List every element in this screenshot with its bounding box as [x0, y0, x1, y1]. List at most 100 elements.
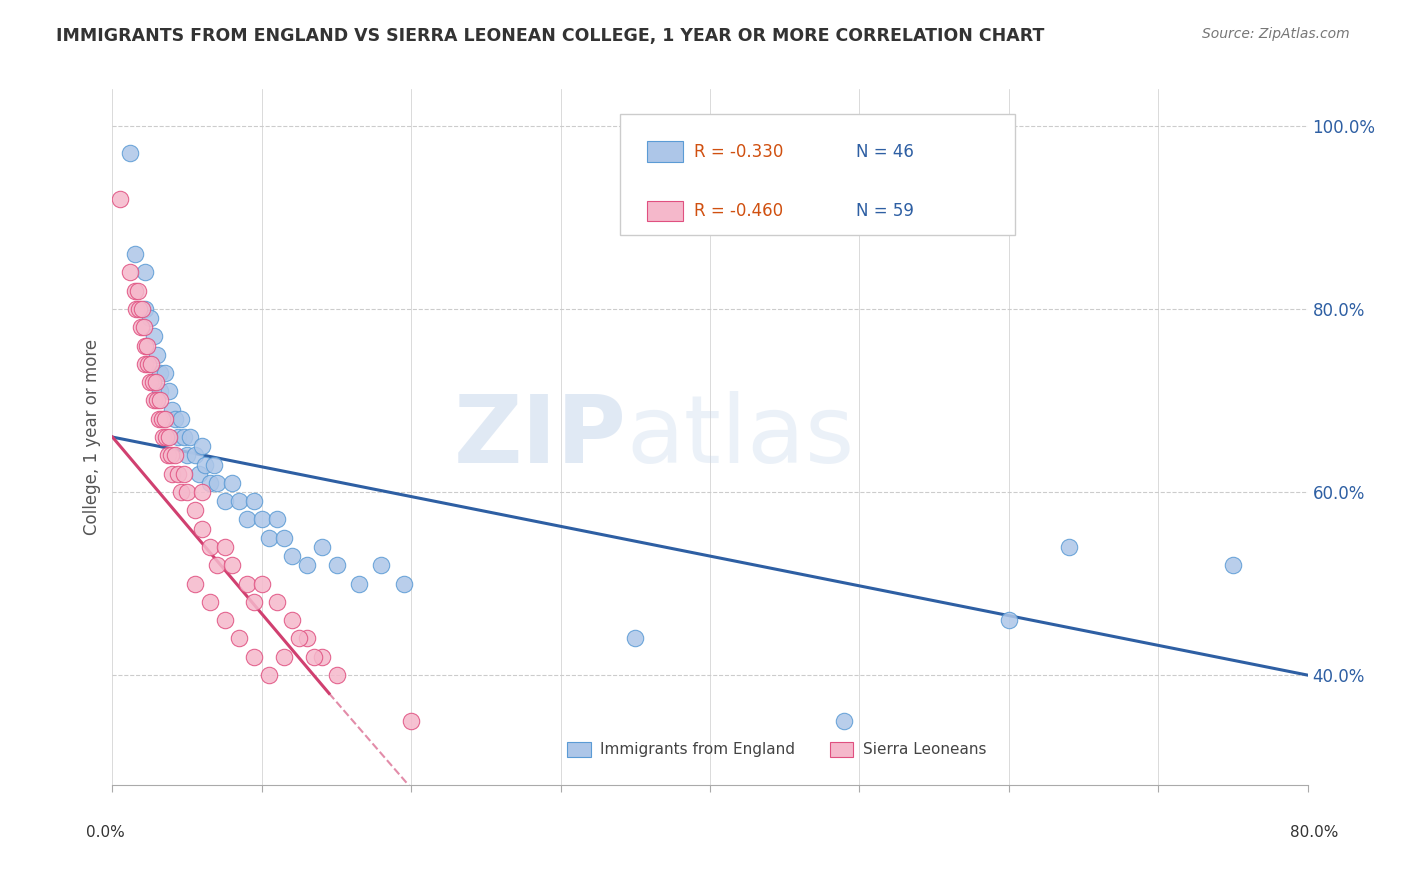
FancyBboxPatch shape	[647, 201, 682, 221]
Point	[281, 549, 304, 563]
FancyBboxPatch shape	[830, 742, 853, 757]
Point	[143, 329, 166, 343]
Point	[188, 467, 211, 481]
Point	[401, 714, 423, 728]
Point	[149, 393, 172, 408]
Text: N = 46: N = 46	[856, 143, 914, 161]
Point	[392, 576, 415, 591]
Point	[191, 439, 214, 453]
Point	[145, 375, 167, 389]
Point	[152, 430, 174, 444]
Point	[214, 540, 236, 554]
Point	[142, 375, 165, 389]
Point	[108, 192, 131, 206]
Point	[198, 595, 221, 609]
Point	[165, 449, 187, 463]
FancyBboxPatch shape	[567, 742, 591, 757]
Point	[198, 475, 221, 490]
Point	[183, 449, 205, 463]
Text: atlas: atlas	[627, 391, 855, 483]
Point	[179, 430, 201, 444]
Point	[138, 357, 160, 371]
Point	[228, 494, 250, 508]
Point	[266, 512, 288, 526]
Point	[167, 430, 190, 444]
Point	[281, 613, 304, 627]
Point	[165, 411, 187, 425]
Point	[131, 301, 153, 316]
Point	[370, 558, 392, 573]
Point	[134, 338, 156, 352]
Point	[124, 284, 146, 298]
Point	[198, 540, 221, 554]
Point	[998, 613, 1021, 627]
Point	[148, 411, 170, 425]
Point	[325, 558, 347, 573]
Point	[124, 247, 146, 261]
FancyBboxPatch shape	[620, 113, 1015, 235]
Point	[149, 366, 172, 380]
Point	[191, 485, 214, 500]
Point	[155, 430, 177, 444]
Point	[325, 668, 347, 682]
Point	[205, 558, 228, 573]
Text: Immigrants from England: Immigrants from England	[600, 742, 794, 757]
Point	[288, 632, 311, 646]
Point	[132, 320, 155, 334]
Point	[176, 485, 198, 500]
Point	[146, 348, 169, 362]
Point	[135, 338, 157, 352]
Point	[139, 311, 162, 326]
Text: R = -0.460: R = -0.460	[695, 202, 783, 220]
Point	[157, 384, 180, 399]
Point	[302, 649, 325, 664]
Point	[250, 576, 273, 591]
Point	[273, 649, 295, 664]
Point	[128, 301, 150, 316]
Point	[150, 411, 173, 425]
Point	[170, 411, 193, 425]
Point	[162, 402, 183, 417]
Point	[259, 531, 281, 545]
Text: 0.0%: 0.0%	[86, 825, 125, 840]
Point	[146, 393, 169, 408]
Text: ZIP: ZIP	[454, 391, 627, 483]
Point	[159, 449, 181, 463]
Point	[176, 449, 198, 463]
Point	[236, 512, 259, 526]
Point	[183, 503, 205, 517]
Point	[266, 595, 288, 609]
Point	[173, 430, 195, 444]
Point	[202, 458, 225, 472]
Point	[156, 449, 179, 463]
Point	[191, 522, 214, 536]
Y-axis label: College, 1 year or more: College, 1 year or more	[83, 339, 101, 535]
Point	[221, 475, 243, 490]
Point	[228, 632, 250, 646]
Point	[162, 467, 183, 481]
Point	[259, 668, 281, 682]
Point	[134, 301, 156, 316]
Point	[205, 475, 228, 490]
Point	[311, 649, 333, 664]
Point	[129, 320, 152, 334]
Point	[243, 595, 266, 609]
Point	[295, 558, 318, 573]
Point	[149, 384, 172, 399]
Text: 80.0%: 80.0%	[1291, 825, 1339, 840]
Point	[236, 576, 259, 591]
Point	[153, 411, 176, 425]
Point	[120, 265, 142, 279]
Text: Sierra Leoneans: Sierra Leoneans	[863, 742, 987, 757]
Text: IMMIGRANTS FROM ENGLAND VS SIERRA LEONEAN COLLEGE, 1 YEAR OR MORE CORRELATION CH: IMMIGRANTS FROM ENGLAND VS SIERRA LEONEA…	[56, 27, 1045, 45]
Point	[125, 301, 148, 316]
Point	[624, 632, 647, 646]
Point	[834, 714, 856, 728]
Point	[127, 284, 149, 298]
Point	[250, 512, 273, 526]
Point	[295, 632, 318, 646]
Point	[243, 649, 266, 664]
Point	[134, 357, 156, 371]
Point	[141, 357, 163, 371]
Point	[120, 146, 142, 161]
